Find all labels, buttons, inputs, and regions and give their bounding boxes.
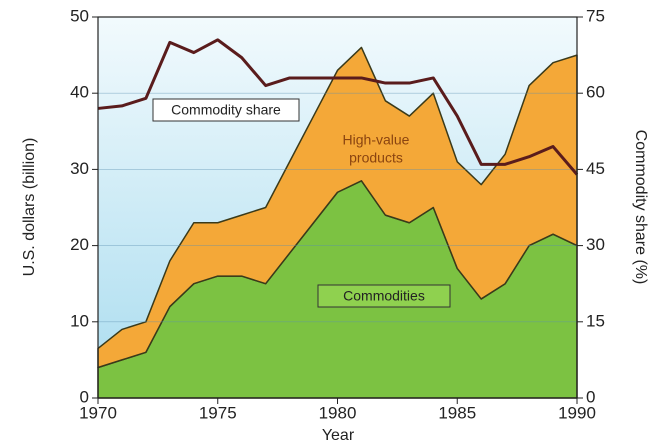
- annotation: High-value: [343, 132, 410, 148]
- annotation: Commodities: [343, 288, 425, 304]
- y2-tick-label: 45: [586, 159, 605, 178]
- y2-tick-label: 60: [586, 83, 605, 102]
- annotation-box: [317, 284, 451, 308]
- annotation: Commodity share: [171, 102, 281, 118]
- line: [97, 38, 579, 176]
- x-tick-label: 1985: [438, 403, 476, 422]
- x-tick-label: 1970: [79, 403, 117, 422]
- y2-axis-label: Commodity share (%): [632, 130, 649, 285]
- y-tick-label: 10: [70, 311, 89, 330]
- x-axis-label: Year: [322, 427, 355, 444]
- annotation: products: [349, 150, 403, 166]
- x-tick-label: 1990: [558, 403, 596, 422]
- y2-tick-label: 30: [586, 235, 605, 254]
- y-tick-label: 50: [70, 6, 89, 25]
- y2-tick-label: 15: [586, 311, 605, 330]
- annotation-box: [152, 98, 300, 122]
- y-tick-label: 40: [70, 83, 89, 102]
- y-tick-label: 30: [70, 159, 89, 178]
- y-tick-label: 20: [70, 235, 89, 254]
- y2-tick-label: 0: [586, 387, 595, 406]
- y2-tick-label: 75: [586, 6, 605, 25]
- x-tick-label: 1980: [319, 403, 357, 422]
- x-tick-label: 1975: [199, 403, 237, 422]
- y-axis-label: U.S. dollars (billion): [21, 138, 38, 277]
- y-tick-label: 0: [80, 387, 89, 406]
